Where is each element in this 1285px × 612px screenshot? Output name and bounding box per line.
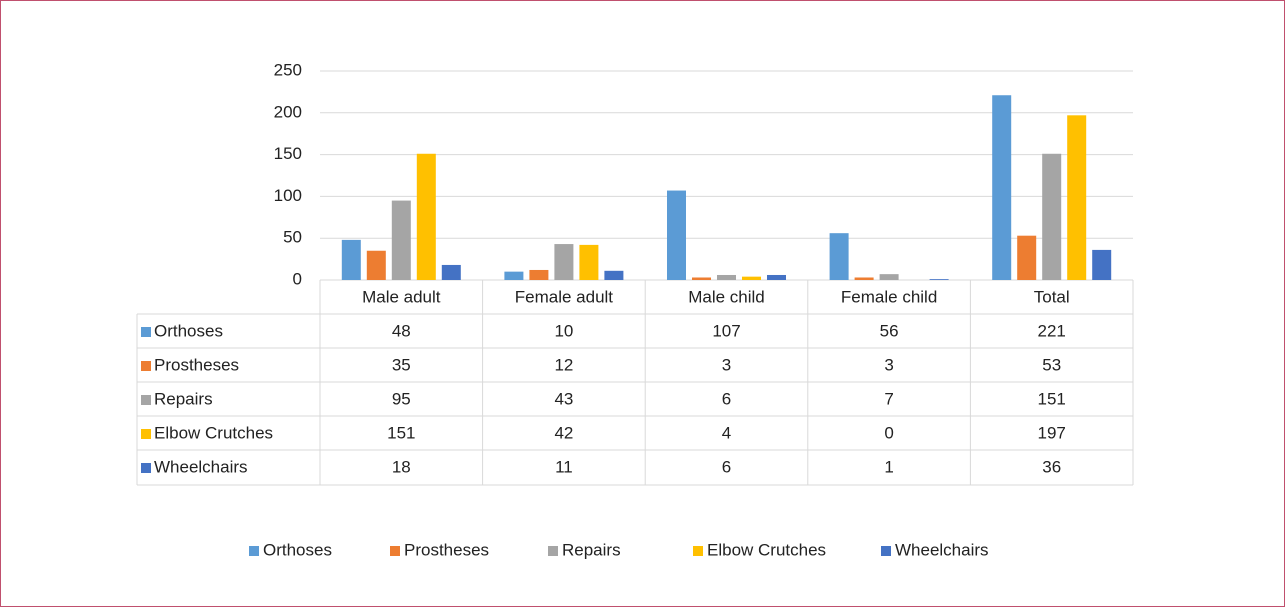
x-tick-label: Male child — [688, 287, 765, 306]
legend-key — [390, 546, 400, 556]
table-cell: 43 — [554, 389, 573, 408]
table-cell: 151 — [1038, 389, 1066, 408]
bar — [742, 276, 761, 280]
bar — [529, 269, 549, 280]
bar — [366, 250, 386, 280]
legend-key — [548, 546, 558, 556]
table-legend-key — [141, 463, 151, 473]
table-cell: 6 — [722, 389, 731, 408]
bar — [391, 200, 411, 280]
bar — [341, 239, 361, 280]
table-row-label: Elbow Crutches — [154, 423, 273, 442]
bar — [879, 274, 899, 280]
table-cell: 48 — [392, 321, 411, 340]
table-cell: 107 — [712, 321, 740, 340]
table-cell: 53 — [1042, 355, 1061, 374]
y-tick-label: 100 — [274, 186, 302, 205]
table-cell: 0 — [884, 423, 893, 442]
table-cell: 35 — [392, 355, 411, 374]
table-cell: 95 — [392, 389, 411, 408]
table-cell: 36 — [1042, 457, 1061, 476]
bar — [1067, 115, 1087, 280]
table-cell: 151 — [387, 423, 415, 442]
x-tick-label: Male adult — [362, 287, 441, 306]
table-cell: 18 — [392, 457, 411, 476]
table-cell: 12 — [554, 355, 573, 374]
table-row-label: Orthoses — [154, 321, 223, 340]
bar — [441, 264, 461, 280]
table-row-label: Prostheses — [154, 355, 239, 374]
legend-label: Orthoses — [263, 540, 332, 559]
table-cell: 221 — [1038, 321, 1066, 340]
table-cell: 42 — [554, 423, 573, 442]
table-cell: 6 — [722, 457, 731, 476]
table-cell: 11 — [555, 457, 573, 476]
table-cell: 3 — [722, 355, 731, 374]
table-cell: 56 — [880, 321, 899, 340]
bar — [1042, 153, 1062, 280]
y-tick-label: 150 — [274, 144, 302, 163]
x-tick-label: Female child — [841, 287, 937, 306]
bar — [929, 279, 949, 280]
table-cell: 7 — [884, 389, 893, 408]
legend-key — [249, 546, 259, 556]
x-tick-label: Female adult — [515, 287, 614, 306]
bar — [717, 274, 736, 280]
bar — [667, 190, 686, 280]
table-cell: 1 — [884, 457, 893, 476]
bar — [829, 233, 849, 280]
table-legend-key — [141, 429, 151, 439]
table-cell: 3 — [884, 355, 893, 374]
bar — [767, 274, 786, 280]
y-tick-label: 0 — [293, 269, 302, 288]
y-tick-label: 200 — [274, 102, 302, 121]
legend-key — [693, 546, 703, 556]
bar — [504, 271, 524, 280]
bar — [604, 270, 624, 280]
bar — [992, 95, 1012, 280]
bar — [579, 244, 599, 280]
table-legend-key — [141, 361, 151, 371]
bar — [1017, 235, 1037, 280]
table-row-label: Wheelchairs — [154, 457, 248, 476]
x-tick-label: Total — [1034, 287, 1070, 306]
legend-label: Wheelchairs — [895, 540, 989, 559]
table-cell: 10 — [554, 321, 573, 340]
table-legend-key — [141, 395, 151, 405]
legend-key — [881, 546, 891, 556]
legend-label: Elbow Crutches — [707, 540, 826, 559]
table-cell: 4 — [722, 423, 731, 442]
legend-label: Prostheses — [404, 540, 489, 559]
table-row-label: Repairs — [154, 389, 213, 408]
y-tick-label: 250 — [274, 60, 302, 79]
table-legend-key — [141, 327, 151, 337]
bar — [554, 244, 574, 280]
bar — [416, 153, 436, 280]
bar — [1092, 249, 1112, 280]
table-cell: 197 — [1038, 423, 1066, 442]
bar — [854, 277, 874, 280]
y-tick-label: 50 — [283, 228, 302, 247]
bar — [692, 277, 711, 280]
legend-label: Repairs — [562, 540, 621, 559]
